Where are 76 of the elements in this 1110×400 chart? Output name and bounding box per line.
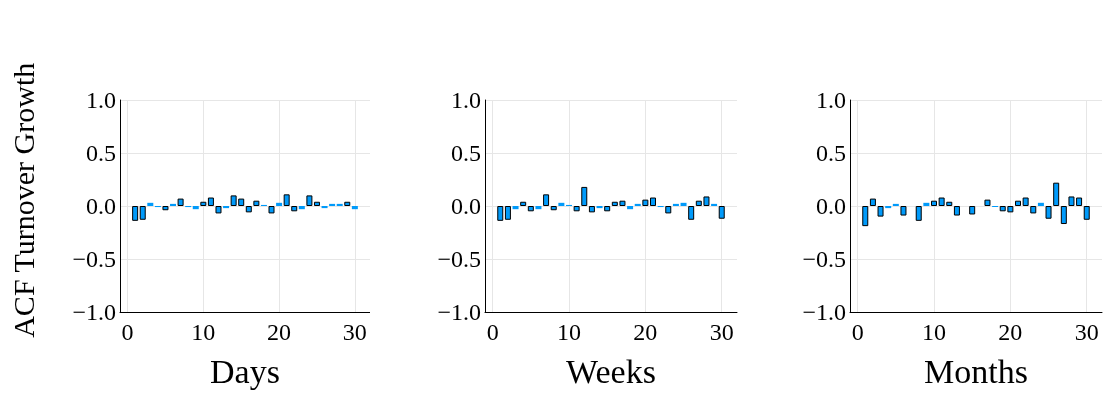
bar	[1030, 206, 1037, 214]
x-tick-label: 10	[191, 319, 216, 345]
bar	[1045, 206, 1052, 219]
bar	[984, 199, 991, 206]
y-tick-label: 0.5	[816, 140, 846, 166]
bar	[581, 186, 588, 206]
bar	[147, 202, 154, 206]
bar	[573, 206, 580, 212]
y-tick-label: 0.0	[816, 193, 846, 219]
bar	[543, 194, 550, 206]
bar	[718, 206, 725, 219]
bar	[512, 206, 519, 210]
bar	[291, 206, 298, 212]
bar	[329, 203, 336, 206]
x-tick-label: 10	[922, 319, 946, 345]
y-tick-label: 0.5	[86, 140, 116, 166]
x-tick-label: 30	[709, 319, 734, 345]
bar	[1053, 182, 1060, 206]
y-tick-label: 0.0	[451, 193, 481, 219]
bar	[351, 206, 358, 210]
bar	[915, 206, 922, 221]
y-tick-label: −0.5	[802, 246, 846, 272]
bar	[688, 206, 695, 220]
y-tick-label: −0.5	[437, 246, 481, 272]
y-tick-label: −1.0	[437, 299, 481, 325]
y-tick-label: −0.5	[72, 246, 116, 272]
bar	[192, 206, 199, 210]
x-tick-label: 0	[121, 319, 134, 345]
bar	[1037, 202, 1044, 206]
x-tick-label: 0	[486, 319, 499, 345]
bar	[969, 206, 976, 215]
bar	[892, 203, 899, 206]
bar	[497, 206, 504, 221]
bar	[680, 202, 687, 206]
bar	[862, 206, 869, 227]
y-tick-label: 0.5	[451, 140, 481, 166]
bar	[1083, 206, 1090, 220]
bar	[550, 206, 557, 211]
bar	[132, 206, 139, 221]
bar	[953, 206, 960, 216]
bar	[139, 206, 146, 220]
bar	[627, 206, 634, 210]
bar	[276, 202, 283, 206]
bar	[200, 201, 207, 206]
x-tick-label: 20	[998, 319, 1023, 345]
bar	[283, 194, 290, 206]
x-tick-label: 30	[342, 319, 367, 345]
bar	[558, 202, 565, 206]
bar	[245, 206, 252, 213]
y-tick-label: 1.0	[816, 87, 846, 113]
bar	[869, 198, 876, 206]
x-axis-title: Days	[210, 352, 280, 390]
bar	[672, 203, 679, 206]
y-tick-label: 1.0	[451, 87, 481, 113]
y-tick-label: 0.0	[86, 193, 116, 219]
bar	[268, 206, 275, 214]
x-axis-title: Weeks	[566, 352, 656, 390]
x-tick-label: 20	[633, 319, 658, 345]
y-tick-label: −1.0	[802, 299, 846, 325]
bar	[1060, 206, 1067, 225]
x-axis-title: Months	[924, 352, 1028, 390]
bar	[504, 206, 511, 220]
x-tick-label: 20	[267, 319, 292, 345]
bar	[900, 206, 907, 216]
y-tick-label: −1.0	[72, 299, 116, 325]
bar	[298, 206, 305, 210]
bar	[321, 206, 328, 209]
x-tick-label: 30	[1074, 319, 1099, 345]
bar	[520, 201, 527, 206]
y-axis-title: ACF Turnover Growth	[6, 62, 40, 338]
x-tick-label: 0	[851, 319, 864, 345]
bar	[588, 206, 595, 213]
bar	[923, 202, 930, 206]
bar	[207, 197, 214, 206]
y-tick-label: 1.0	[86, 87, 116, 113]
x-tick-label: 10	[557, 319, 581, 345]
